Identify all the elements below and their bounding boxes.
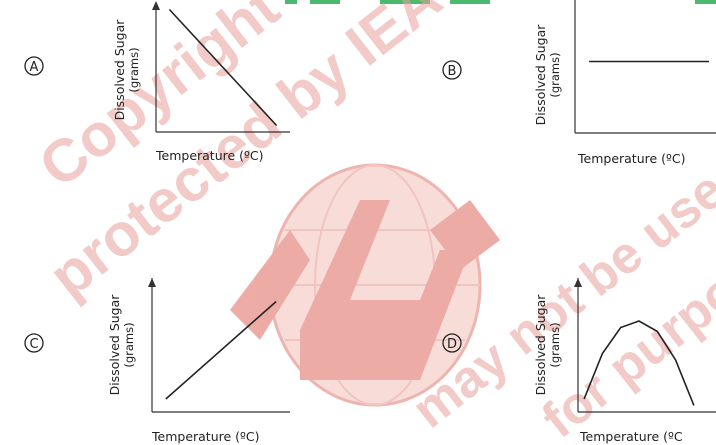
option-c-label: C: [24, 333, 44, 353]
graph-d: Dissolved Sugar (grams) Temperature (ºC: [533, 278, 716, 444]
graph-a-y-arrow: [152, 1, 160, 10]
graph-d-ylabel-unit: (grams): [548, 322, 562, 367]
graph-d-xlabel: Temperature (ºC: [579, 429, 683, 444]
option-b-label: B: [442, 60, 462, 80]
option-d-label: D: [442, 333, 462, 353]
graph-a-series: [168, 8, 278, 127]
graph-c-ylabel: Dissolved Sugar: [107, 294, 122, 396]
graph-a-xlabel: Temperature (ºC): [155, 148, 264, 163]
graph-d-y-arrow: [574, 278, 582, 287]
graph-c-ylabel-unit: (grams): [122, 322, 136, 367]
svg-text:A: A: [30, 60, 39, 75]
graph-b-xlabel: Temperature (ºC): [577, 151, 686, 166]
svg-text:C: C: [29, 337, 38, 352]
graph-d-ylabel: Dissolved Sugar: [533, 294, 548, 396]
watermark-logo: [230, 163, 500, 407]
graph-b: Dissolved Sugar (grams) Temperature (ºC): [533, 0, 716, 166]
graph-c: Dissolved Sugar (grams) Temperature (ºC): [107, 278, 290, 444]
graph-c-series: [165, 300, 277, 400]
graph-d-series: [583, 320, 695, 406]
graph-a: Dissolved Sugar (grams) Temperature (ºC): [112, 1, 290, 163]
graph-c-y-arrow: [148, 278, 156, 287]
svg-text:D: D: [447, 337, 457, 352]
option-a-label: A: [24, 56, 44, 76]
graph-a-ylabel-unit: (grams): [127, 47, 141, 92]
graph-c-xlabel: Temperature (ºC): [151, 429, 260, 444]
top-edge-remnants: [285, 0, 716, 4]
graph-a-ylabel: Dissolved Sugar: [112, 19, 127, 121]
svg-text:B: B: [448, 64, 457, 79]
graph-b-ylabel: Dissolved Sugar: [533, 24, 548, 126]
graph-b-ylabel-unit: (grams): [548, 52, 562, 97]
